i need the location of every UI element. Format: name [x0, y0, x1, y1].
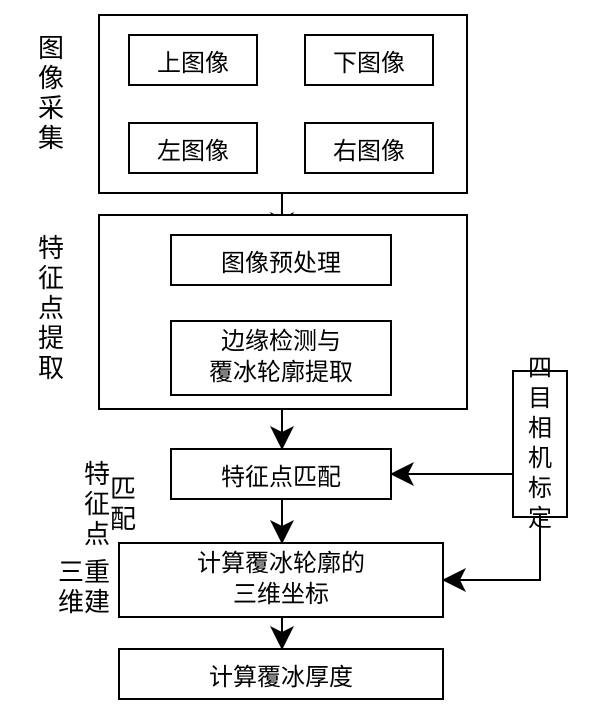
node-n_match: 特征点匹配: [170, 448, 392, 500]
node-n_right: 右图像: [304, 122, 434, 174]
node-n_bottom: 下图像: [304, 34, 434, 86]
section-label-sec4: 三维重建: [58, 558, 110, 618]
node-n_pre: 图像预处理: [170, 234, 392, 286]
node-n_coord: 计算覆冰轮廓的三维坐标: [118, 542, 444, 618]
node-n_calib: 四目相机标定: [512, 370, 568, 518]
section-label-sec3: 特征点匹配: [84, 460, 136, 550]
node-n_left: 左图像: [128, 122, 258, 174]
diagram-canvas: 图像采集特征点提取特征点匹配三维重建 上图像下图像左图像右图像图像预处理边缘检测与…: [0, 0, 603, 707]
section-label-sec1: 图像采集: [38, 34, 64, 154]
node-n_edge: 边缘检测与覆冰轮廓提取: [170, 320, 392, 396]
node-n_thick: 计算覆冰厚度: [118, 648, 444, 700]
node-n_top: 上图像: [128, 34, 258, 86]
section-label-sec2: 特征点提取: [38, 234, 64, 383]
